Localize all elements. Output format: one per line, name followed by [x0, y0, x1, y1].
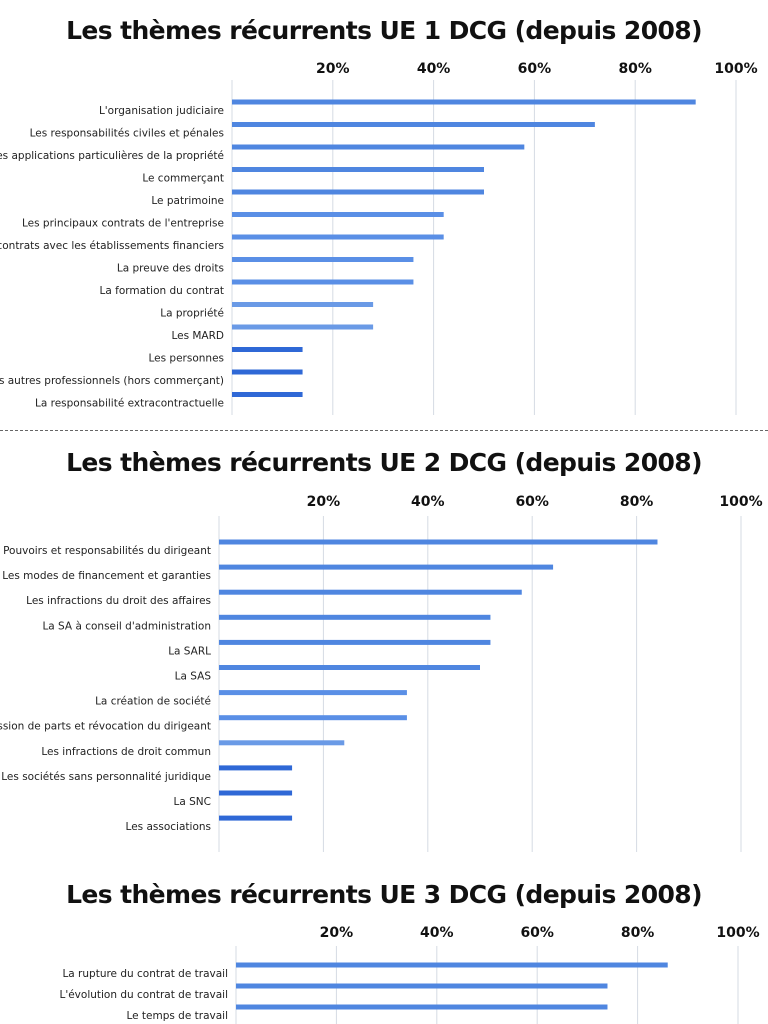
bar: [236, 962, 668, 968]
x-tick-label: 40%: [420, 925, 454, 941]
bar: [232, 257, 414, 262]
x-tick-label: 20%: [320, 925, 354, 941]
category-label: La création de société: [95, 696, 211, 708]
bar: [219, 690, 407, 696]
category-label: Le patrimoine: [151, 195, 224, 207]
bar: [232, 144, 525, 150]
x-tick-label: 100%: [716, 925, 759, 941]
category-label: Les personnes: [148, 353, 224, 365]
category-label: Les contrats avec les établissements fin…: [0, 240, 224, 252]
category-label: Les autres professionnels (hors commerça…: [0, 375, 224, 387]
category-label: L'organisation judiciaire: [99, 105, 224, 117]
bar: [236, 1004, 608, 1010]
x-tick-label: 40%: [411, 494, 445, 510]
x-tick-label: 100%: [719, 494, 762, 510]
category-label: La propriété: [160, 308, 224, 320]
chart-title-ue1: Les thèmes récurrents UE 1 DCG (depuis 2…: [66, 16, 702, 45]
plot-ue1: 20% 40% 60% 80% 100% L'organisation judiciair…: [0, 61, 758, 415]
x-tick-label: 20%: [307, 494, 341, 510]
bar: [232, 122, 595, 127]
x-tick-label: 80%: [620, 494, 654, 510]
bar: [219, 790, 293, 796]
category-label: La responsabilité extracontractuelle: [35, 398, 224, 410]
category-label: L'évolution du contrat de travail: [59, 989, 228, 1001]
category-label: Les MARD: [171, 330, 224, 342]
section-divider: [0, 430, 768, 431]
bar: [219, 740, 345, 746]
bar: [232, 324, 374, 330]
category-label: Pouvoirs et responsabilités du dirigeant: [3, 545, 211, 557]
category-label: La SNC: [174, 796, 211, 808]
x-tick-label: 60%: [518, 61, 552, 77]
bar: [219, 665, 480, 670]
category-label: Le temps de travail: [126, 1010, 228, 1022]
bar: [219, 614, 491, 620]
category-label: Le commerçant: [142, 173, 224, 185]
bar: [219, 715, 407, 721]
bar: [219, 564, 554, 570]
bar: [232, 167, 484, 172]
bar: [232, 302, 374, 307]
chart-title-ue3: Les thèmes récurrents UE 3 DCG (depuis 2…: [66, 880, 702, 909]
bar: [219, 639, 491, 645]
bar: [236, 983, 608, 989]
x-tick-label: 20%: [316, 61, 350, 77]
bar: [232, 369, 303, 375]
category-label: Les sociétés sans personnalité juridique: [1, 771, 211, 783]
category-label: Les infractions du droit des affaires: [26, 595, 211, 607]
category-label: Cession de parts et révocation du dirige…: [0, 721, 211, 733]
category-label: Les applications particulières de la pro…: [0, 150, 224, 162]
category-label: Les infractions de droit commun: [41, 746, 211, 758]
x-tick-label: 60%: [520, 925, 554, 941]
x-tick-label: 60%: [515, 494, 549, 510]
category-label: Les modes de financement et garanties: [2, 570, 211, 582]
category-label: La rupture du contrat de travail: [62, 968, 228, 980]
x-tick-label: 80%: [621, 925, 655, 941]
bar: [232, 189, 484, 195]
bar: [232, 99, 696, 105]
x-tick-label: 80%: [618, 61, 652, 77]
bar: [219, 539, 658, 545]
x-tick-label: 40%: [417, 61, 451, 77]
category-label: La formation du contrat: [100, 285, 224, 297]
plot-ue2: 20% 40% 60% 80% 100% Pouvoirs et responsabili…: [0, 494, 763, 852]
category-label: Les associations: [126, 821, 211, 833]
category-label: La SA à conseil d'administration: [42, 620, 211, 632]
category-label: La SARL: [168, 645, 211, 657]
category-label: La preuve des droits: [117, 263, 224, 275]
category-label: La SAS: [175, 671, 212, 683]
chart-title-ue2: Les thèmes récurrents UE 2 DCG (depuis 2…: [66, 448, 702, 477]
category-label: Les responsabilités civiles et pénales: [30, 128, 224, 140]
bar: [232, 279, 414, 285]
x-tick-label: 100%: [714, 61, 757, 77]
bar: [232, 392, 303, 397]
category-label: Les principaux contrats de l'entreprise: [22, 218, 224, 230]
bar: [232, 347, 303, 352]
bar: [219, 765, 293, 771]
bar: [232, 212, 444, 217]
bar: [219, 589, 522, 595]
bar: [232, 234, 444, 240]
bar: [219, 815, 293, 821]
